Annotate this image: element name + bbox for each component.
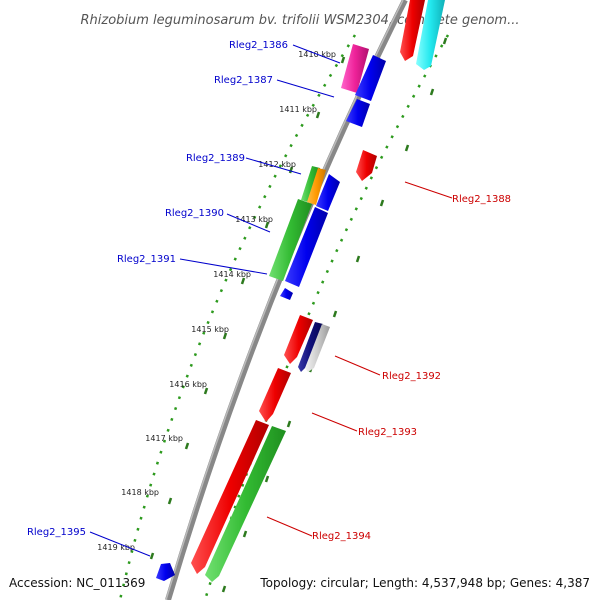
gene-rleg2-1388[interactable] xyxy=(356,150,377,181)
gene-rleg2-1389[interactable] xyxy=(316,174,340,211)
kbp-label-1413: 1413 kbp xyxy=(235,215,273,224)
gene-pink[interactable] xyxy=(341,44,369,93)
gene-rleg2-1392[interactable] xyxy=(298,322,323,372)
gene-rleg2-1394[interactable] xyxy=(205,426,286,582)
kbp-label-1414: 1414 kbp xyxy=(213,270,251,279)
label-rleg2-1390[interactable]: Rleg2_1390 xyxy=(165,208,224,219)
gene-rleg2-1393[interactable] xyxy=(259,368,291,422)
gene-orange[interactable] xyxy=(307,168,326,205)
kbp-label-1412: 1412 kbp xyxy=(258,160,296,169)
summary-text: Topology: circular; Length: 4,537,948 bp… xyxy=(259,576,590,590)
gene-red-1394[interactable] xyxy=(191,420,269,574)
gene-rleg2-1395[interactable] xyxy=(156,563,175,581)
gene-green-large[interactable] xyxy=(269,199,312,281)
label-rleg2-1387[interactable]: Rleg2_1387 xyxy=(214,75,273,86)
label-rleg2-1393[interactable]: Rleg2_1393 xyxy=(358,427,417,438)
gene-rleg2-1391[interactable] xyxy=(280,288,293,300)
kbp-label-1417: 1417 kbp xyxy=(145,434,183,443)
label-rleg2-1386[interactable]: Rleg2_1386 xyxy=(229,40,288,51)
gene-rleg2-1387[interactable] xyxy=(346,99,370,127)
gene-green-small[interactable] xyxy=(301,166,320,203)
outer-track-ticks xyxy=(221,37,448,593)
kbp-label-1419: 1419 kbp xyxy=(97,543,135,552)
gene-red-top[interactable] xyxy=(400,0,425,61)
gene-grey[interactable] xyxy=(305,324,330,372)
label-rleg2-1391[interactable]: Rleg2_1391 xyxy=(117,254,176,265)
kbp-label-1411: 1411 kbp xyxy=(279,105,317,114)
label-connectors xyxy=(89,44,453,557)
label-rleg2-1388[interactable]: Rleg2_1388 xyxy=(452,194,511,205)
kbp-label-1416: 1416 kbp xyxy=(169,380,207,389)
gene-rleg2-1390[interactable] xyxy=(285,207,328,287)
map-title: Rhizobium leguminosarum bv. trifolii WSM… xyxy=(81,13,520,28)
kbp-label-1415: 1415 kbp xyxy=(191,325,229,334)
label-rleg2-1394[interactable]: Rleg2_1394 xyxy=(312,531,371,542)
gene-red-1392[interactable] xyxy=(284,315,313,364)
inner-track-ticks xyxy=(149,56,346,560)
accession-text: Accession: NC_011369 xyxy=(9,576,145,590)
kbp-label-1418: 1418 kbp xyxy=(121,488,159,497)
label-rleg2-1389[interactable]: Rleg2_1389 xyxy=(186,153,245,164)
label-rleg2-1392[interactable]: Rleg2_1392 xyxy=(382,371,441,382)
outer-track xyxy=(203,34,450,600)
gene-cyan[interactable] xyxy=(416,0,445,70)
label-rleg2-1395[interactable]: Rleg2_1395 xyxy=(27,527,86,538)
gene-rleg2-1386[interactable] xyxy=(355,55,386,101)
